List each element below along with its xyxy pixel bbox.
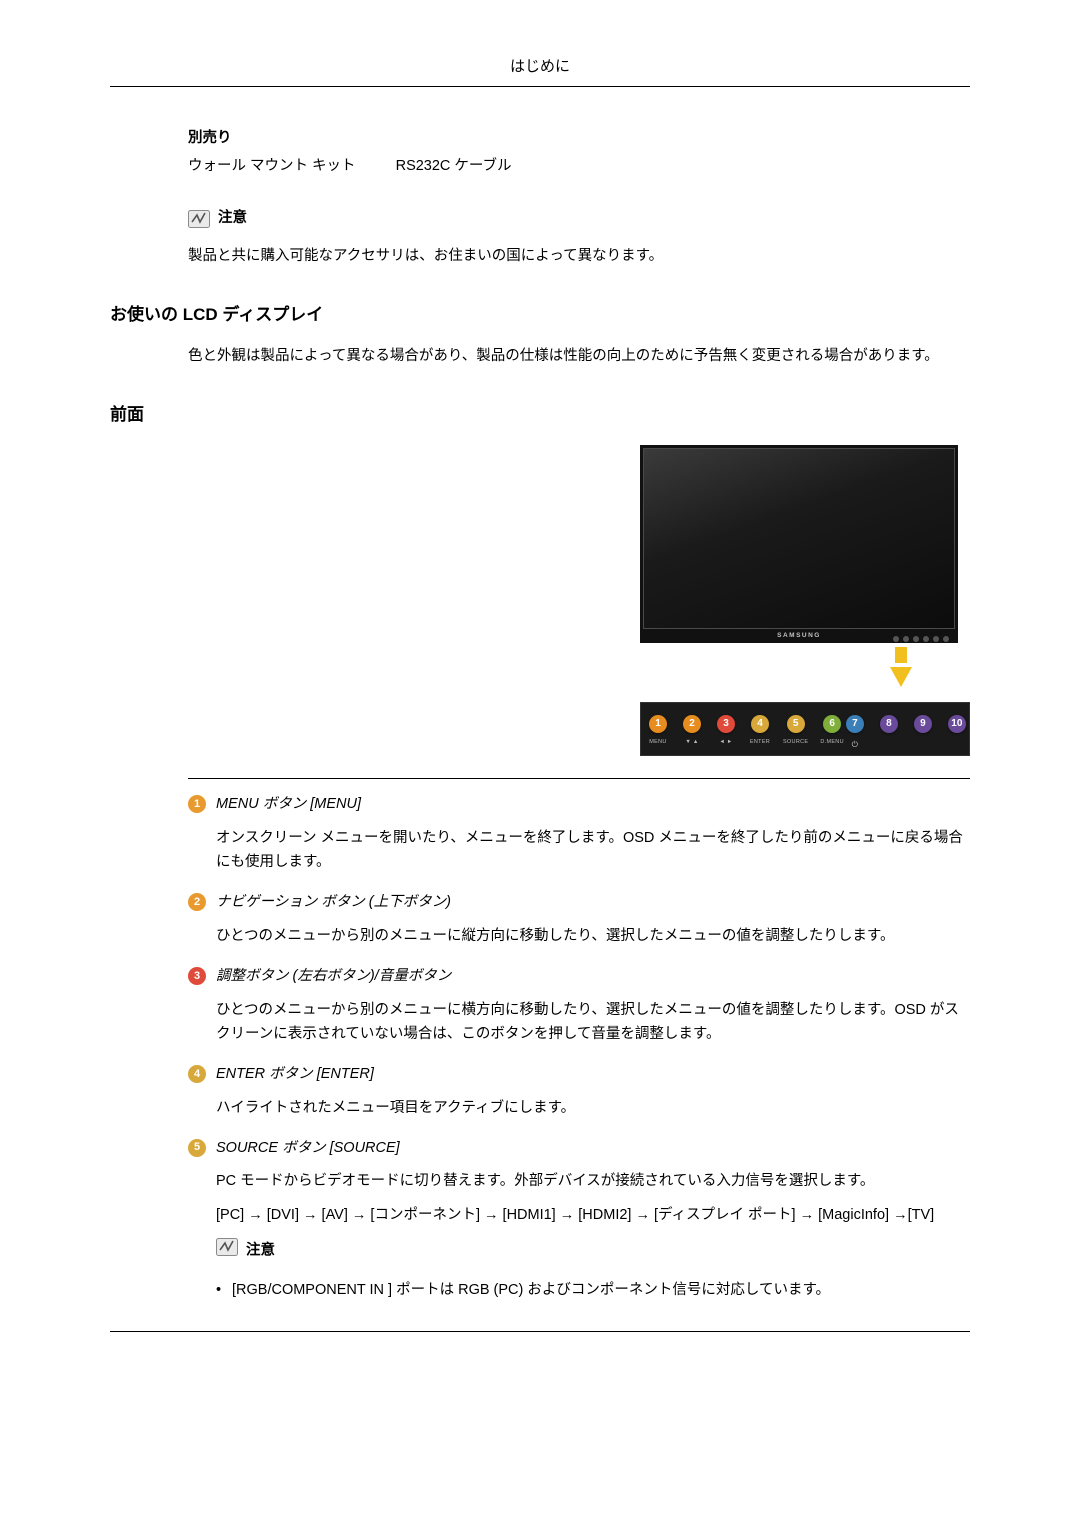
bar-badge-2: 2 <box>683 715 701 733</box>
bar-badge-1: 1 <box>649 715 667 733</box>
item-title: ENTER ボタン [ENTER] <box>216 1063 970 1087</box>
list-badge-1: 1 <box>188 795 206 813</box>
bar-badge-9: 9 <box>914 715 932 733</box>
section-heading-display: お使いの LCD ディスプレイ <box>110 301 970 329</box>
monitor-brand: SAMSUNG <box>777 631 821 642</box>
bar-badge-7: 7 <box>846 715 864 733</box>
bar-badge-8: 8 <box>880 715 898 733</box>
monitor-figure: SAMSUNG 1MENU 2▼ ▲ 3◄ ► 4ENTER 5SOURCE 6… <box>640 445 970 756</box>
list-badge-2: 2 <box>188 893 206 911</box>
item-title: MENU ボタン [MENU] <box>216 793 970 817</box>
footer-rule <box>110 1331 970 1332</box>
section-body-display: 色と外観は製品によって異なる場合があり、製品の仕様は性能の向上のために予告無く変… <box>188 345 970 369</box>
item-title: 調整ボタン (左右ボタン)/音量ボタン <box>216 965 970 989</box>
page-header: はじめに <box>110 55 970 87</box>
note-label: 注意 <box>218 210 247 226</box>
item-desc: ひとつのメニューから別のメニューに縦方向に移動したり、選択したメニューの値を調整… <box>216 925 970 949</box>
bar-badge-4: 4 <box>751 715 769 733</box>
bullet-item: •[RGB/COMPONENT IN ] ポートは RGB (PC) およびコン… <box>216 1279 970 1303</box>
bar-badge-3: 3 <box>717 715 735 733</box>
list-badge-4: 4 <box>188 1065 206 1083</box>
note-label: 注意 <box>246 1243 275 1259</box>
list-badge-3: 3 <box>188 967 206 985</box>
list-badge-5: 5 <box>188 1139 206 1157</box>
item-title: ナビゲーション ボタン (上下ボタン) <box>216 891 970 915</box>
item-desc: オンスクリーン メニューを開いたり、メニューを終了します。OSD メニューを終了… <box>216 827 970 875</box>
bar-badge-5: 5 <box>787 715 805 733</box>
item-sequence: [PC] → [DVI] → [AV] → [コンポーネント] → [HDMI1… <box>216 1204 970 1228</box>
note-icon <box>188 210 210 228</box>
accessory-item: ウォール マウント キット <box>188 155 356 179</box>
note-body: 製品と共に購入可能なアクセサリは、お住まいの国によって異なります。 <box>188 245 970 269</box>
divider <box>188 778 970 779</box>
accessory-item: RS232C ケーブル <box>396 155 512 179</box>
item-title: SOURCE ボタン [SOURCE] <box>216 1137 970 1161</box>
item-desc: ハイライトされたメニュー項目をアクティブにします。 <box>216 1097 970 1121</box>
section-heading-front: 前面 <box>110 401 970 429</box>
accessories-heading: 別売り <box>188 127 970 151</box>
item-desc: ひとつのメニューから別のメニューに横方向に移動したり、選択したメニューの値を調整… <box>216 999 970 1047</box>
bar-badge-10: 10 <box>948 715 966 733</box>
bar-badge-6: 6 <box>823 715 841 733</box>
arrow-down-icon <box>890 667 912 687</box>
button-bar: 1MENU 2▼ ▲ 3◄ ► 4ENTER 5SOURCE 6D.MENU 7… <box>640 702 970 756</box>
item-desc: PC モードからビデオモードに切り替えます。外部デバイスが接続されている入力信号… <box>216 1170 970 1194</box>
note-icon <box>216 1238 238 1265</box>
